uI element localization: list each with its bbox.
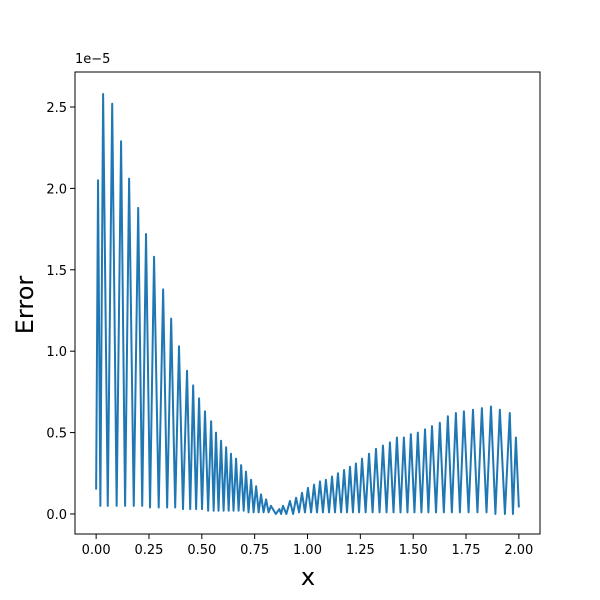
x-tick-label: 2.00 (504, 543, 533, 558)
data-line (95, 92, 520, 515)
y-tick-label: 2.0 (46, 182, 67, 197)
y-tick-label: 0.0 (46, 508, 67, 523)
y-tick-label: 2.5 (46, 101, 67, 116)
x-tick-label: 1.50 (399, 543, 428, 558)
y-tick-label: 0.5 (46, 427, 67, 442)
x-tick-label: 0.25 (135, 543, 164, 558)
x-tick-label: 1.25 (346, 543, 375, 558)
y-tick-label: 1.5 (46, 264, 67, 279)
y-axis-label: Error (11, 276, 39, 335)
x-tick-label: 1.75 (452, 543, 481, 558)
x-tick-label: 0.50 (187, 543, 216, 558)
x-tick-label: 0.00 (82, 543, 111, 558)
x-tick-label: 1.00 (293, 543, 322, 558)
y-offset-label: 1e−5 (75, 52, 110, 67)
y-tick-label: 1.0 (46, 345, 67, 360)
x-axis-label: x (301, 563, 315, 591)
x-tick-label: 0.75 (240, 543, 269, 558)
